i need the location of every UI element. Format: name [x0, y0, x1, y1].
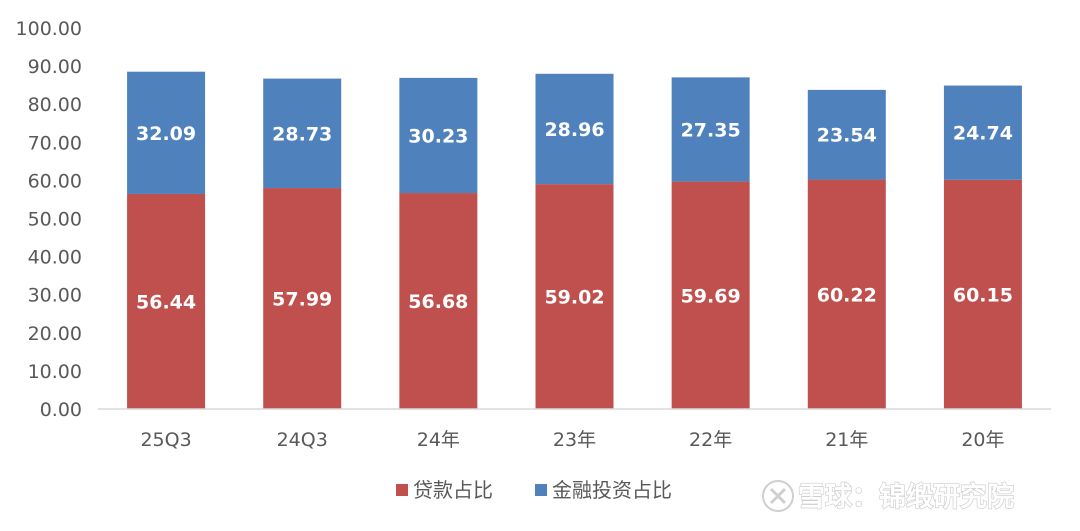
legend-label-investment: 金融投资占比: [552, 478, 672, 502]
legend-item-investment: 金融投资占比: [535, 478, 672, 502]
x-axis: 25Q3 24Q3 24年 23年 22年 21年 20年: [140, 429, 1004, 451]
data-label-loan: 60.22: [817, 284, 877, 306]
y-tick-label: 90.00: [28, 56, 82, 78]
x-tick-label: 25Q3: [140, 429, 191, 451]
bar-loan: [671, 181, 750, 409]
x-tick-label: 24年: [417, 429, 460, 451]
bars: 56.44 32.09 57.99 28.73 56.68 30.23 59.02 28.96…: [127, 71, 1022, 409]
watermark-text: 雪球：锦缎研究院: [798, 481, 1014, 513]
y-tick-label: 20.00: [28, 323, 82, 345]
data-label-loan: 56.44: [136, 291, 196, 313]
bar-investment: [671, 77, 750, 182]
x-tick-label: 23年: [553, 429, 596, 451]
bar-investment: [127, 71, 206, 194]
bar-loan: [943, 179, 1022, 409]
bar-investment: [263, 78, 342, 189]
x-tick-label: 22年: [689, 429, 732, 451]
data-label-loan: 59.02: [544, 287, 604, 309]
y-tick-label: 100.00: [16, 18, 82, 40]
legend: 贷款占比 金融投资占比: [396, 478, 672, 502]
y-axis: 0.00 10.00 20.00 30.00 40.00 50.00 60.00 70.00 8…: [16, 18, 82, 421]
bar-investment: [807, 89, 886, 180]
data-label-investment: 30.23: [408, 125, 468, 147]
data-label-loan: 57.99: [272, 289, 332, 311]
data-label-investment: 24.74: [953, 123, 1013, 145]
bar-investment: [535, 73, 614, 185]
y-tick-label: 30.00: [28, 285, 82, 307]
data-label-investment: 28.73: [272, 123, 332, 145]
data-label-investment: 23.54: [817, 125, 877, 147]
bar-loan: [807, 179, 886, 409]
y-tick-label: 70.00: [28, 132, 82, 154]
bar-investment: [943, 85, 1022, 180]
data-label-loan: 60.15: [953, 284, 1013, 306]
bar-loan: [399, 193, 478, 409]
data-label-loan: 59.69: [681, 285, 741, 307]
legend-swatch-loan: [396, 484, 408, 496]
data-label-investment: 32.09: [136, 123, 196, 145]
y-tick-label: 10.00: [28, 361, 82, 383]
bar-loan: [127, 193, 206, 409]
bar-loan: [535, 184, 614, 409]
watermark-logo-icon: [762, 480, 794, 512]
data-label-investment: 28.96: [544, 119, 604, 141]
y-tick-label: 0.00: [40, 399, 82, 421]
bar-investment: [399, 77, 478, 194]
y-tick-label: 50.00: [28, 209, 82, 231]
legend-item-loan: 贷款占比: [396, 478, 493, 502]
bar-loan: [263, 188, 342, 409]
legend-label-loan: 贷款占比: [413, 478, 493, 502]
legend-swatch-investment: [535, 484, 547, 496]
x-tick-label: 21年: [825, 429, 868, 451]
x-tick-label: 24Q3: [277, 429, 328, 451]
x-tick-label: 20年: [961, 429, 1004, 451]
y-tick-label: 60.00: [28, 170, 82, 192]
y-tick-label: 80.00: [28, 94, 82, 116]
y-tick-label: 40.00: [28, 247, 82, 269]
data-label-loan: 56.68: [408, 291, 468, 313]
data-label-investment: 27.35: [681, 119, 741, 141]
watermark: 雪球：锦缎研究院: [762, 480, 1015, 514]
